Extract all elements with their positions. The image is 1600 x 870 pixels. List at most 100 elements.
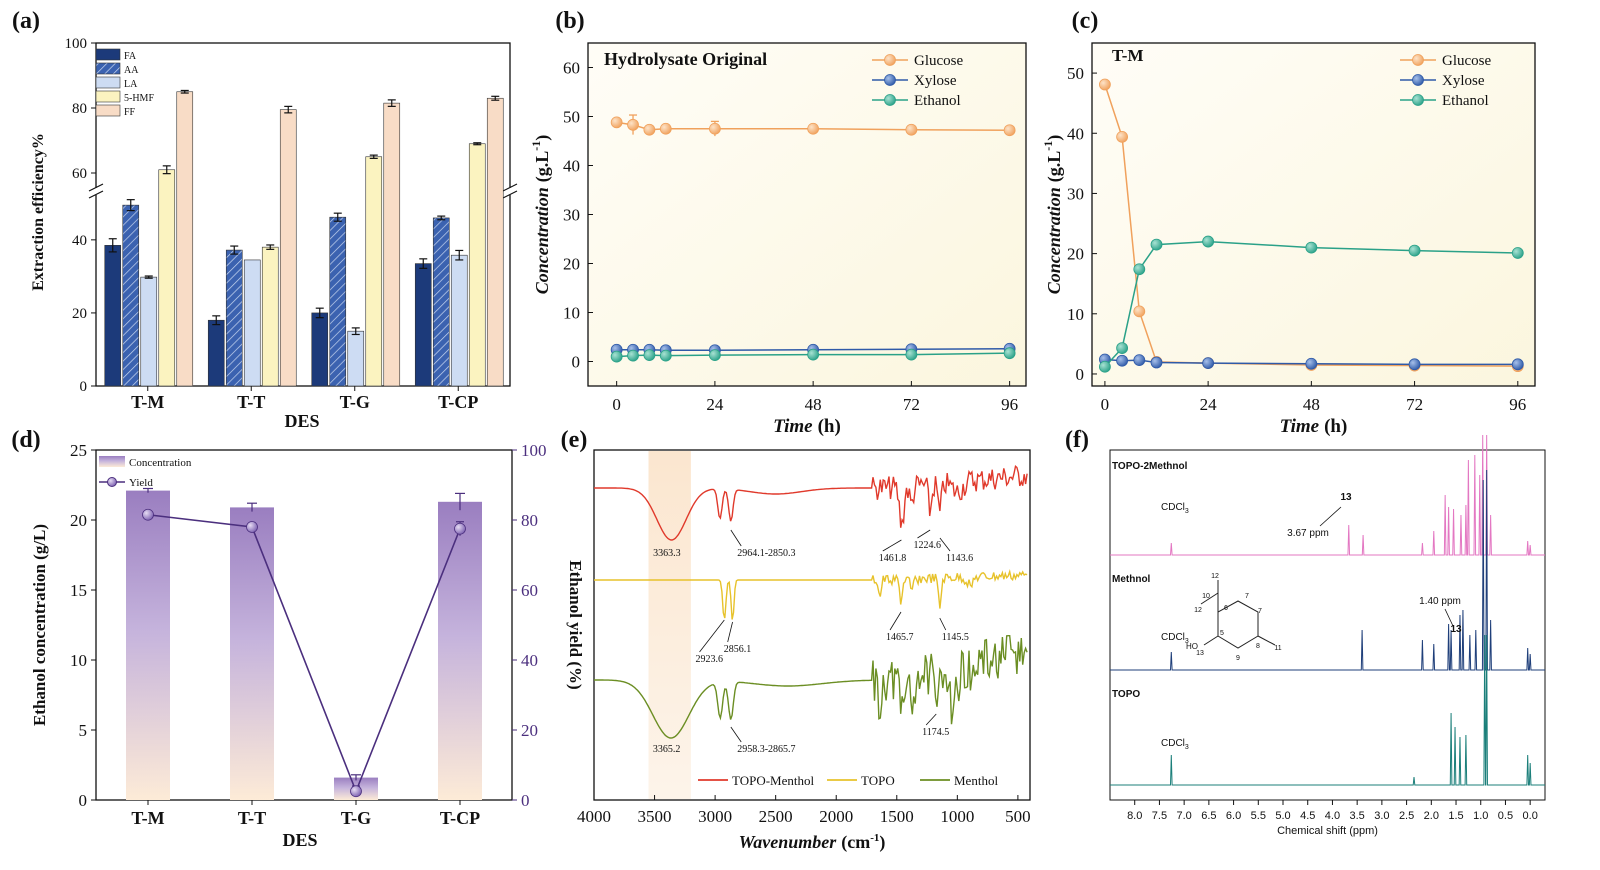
- structure-atom-number: 11: [1274, 645, 1281, 652]
- data-point-xylose: [1408, 358, 1421, 371]
- legend-label: TOPO: [861, 773, 895, 788]
- legend-marker: [1412, 94, 1424, 106]
- legend-swatch: [99, 456, 125, 467]
- peak-annotation: 2856.1: [724, 644, 752, 655]
- peak-annotation: 1145.5: [942, 632, 969, 643]
- panel-f: (f) 8.0 7.5 7.0 6.5 6.0 5.5 5.0 4.5 4.0 3.5 3.0 2.5 2…: [1065, 427, 1546, 837]
- structure-atom-number: 7: [1258, 608, 1262, 615]
- y2-tick-label: 20: [521, 721, 538, 740]
- x-tick-label: 96: [1001, 395, 1018, 414]
- y-tick-label: 40: [563, 157, 580, 176]
- plot-frame: [95, 449, 513, 801]
- legend-marker: [884, 74, 896, 86]
- legend-marker: [1412, 74, 1424, 86]
- legend-marker: [107, 477, 117, 487]
- x-tick-label: 7.0: [1176, 810, 1191, 822]
- bar-aa: [329, 216, 347, 387]
- solvent-subscript: 3: [1185, 508, 1189, 515]
- annotation-leader: [917, 529, 931, 539]
- legend-label: FA: [124, 51, 137, 62]
- legend-label: Glucose: [914, 53, 963, 69]
- bar-la: [243, 259, 261, 387]
- bar-aa: [432, 217, 450, 387]
- structure-hydroxyl: HO: [1186, 642, 1198, 651]
- legend-label: Glucose: [1442, 53, 1491, 69]
- y-tick-label: 20: [70, 511, 87, 530]
- legend-label: Menthol: [954, 773, 998, 788]
- x-axis-title-text: Time: [773, 416, 813, 437]
- bar-aa: [225, 249, 243, 387]
- y-tick-label: 10: [70, 651, 87, 670]
- panel-label: (d): [11, 427, 40, 453]
- plot-frame: [95, 42, 511, 387]
- y-tick-label: 5: [79, 721, 88, 740]
- x-tick-label: 7.5: [1152, 810, 1167, 822]
- x-axis-title: Time (h): [773, 416, 841, 437]
- data-point-xylose: [1305, 357, 1318, 370]
- spectrum-name: TOPO: [1112, 689, 1140, 700]
- panel-label: (c): [1072, 8, 1099, 34]
- plot-frame: [1091, 42, 1536, 387]
- y-axis-title: Concentration (g.L-1): [529, 135, 553, 295]
- legend-label: 5-HMF: [124, 93, 154, 104]
- peak-annotation: 3363.3: [653, 548, 681, 559]
- annotation-leader: [939, 617, 947, 631]
- data-point-yield: [142, 508, 154, 521]
- data-point-glucose: [627, 118, 639, 131]
- x-axis-title: DES: [282, 830, 317, 850]
- y-tick-label: 60: [563, 59, 580, 78]
- data-point-xylose: [1511, 358, 1524, 371]
- peak-annotation: 1465.7: [886, 632, 914, 643]
- peak-annotation: 2923.6: [696, 654, 724, 665]
- y-axis-unit-sup: -1: [1041, 141, 1055, 151]
- y2-tick-label: 100: [521, 441, 547, 460]
- axis-break-gap: [504, 188, 516, 195]
- annotation-leader: [925, 713, 937, 726]
- plot-frame: [593, 449, 1031, 801]
- ppm-annotation: 3.67 ppm: [1287, 528, 1329, 539]
- y2-axis-title: Ethanol yield (%): [566, 560, 585, 689]
- legend-label: Xylose: [914, 73, 957, 89]
- peak-annotation: 1143.6: [946, 553, 973, 564]
- y-tick-label: 40: [72, 233, 87, 249]
- x-tick-label: 2500: [759, 807, 793, 826]
- data-point-glucose: [708, 122, 721, 135]
- x-tick-label: 3500: [638, 807, 672, 826]
- legend-swatch: [95, 104, 121, 117]
- peak-annotation: 1224.6: [913, 540, 941, 551]
- y-tick-label: 0: [572, 353, 581, 372]
- data-point-xylose: [1202, 357, 1215, 370]
- structure-atom-number: 12: [1194, 607, 1202, 614]
- annotation-arrow: [1444, 608, 1454, 627]
- x-tick-label: 0.5: [1498, 810, 1513, 822]
- y-tick-label: 25: [70, 441, 87, 460]
- ppm-annotation: 1.40 ppm: [1419, 596, 1461, 607]
- x-tick-label: 48: [1303, 395, 1320, 414]
- structure-bond: [1203, 635, 1219, 646]
- data-point-ethanol: [1305, 241, 1318, 254]
- legend-label: TOPO-Menthol: [732, 773, 814, 788]
- y-tick-label: 0: [79, 791, 88, 810]
- nmr-spectrum-topo-2methnol: [1110, 434, 1545, 556]
- legend-marker: [884, 54, 896, 66]
- annotation-leader: [730, 529, 742, 547]
- y-axis-title: Concentration (g.L-1): [1041, 135, 1065, 295]
- data-point-ethanol: [1133, 263, 1146, 276]
- x-axis-unit: (h): [818, 416, 841, 437]
- data-point-xylose: [1133, 354, 1146, 367]
- x-axis-title: Chemical shift (ppm): [1277, 825, 1378, 837]
- bar-ff: [383, 102, 401, 387]
- axis-break-gap: [90, 188, 102, 195]
- x-axis-unit: (cm: [841, 832, 870, 853]
- annotation-leader: [882, 539, 902, 552]
- y2-tick-label: 40: [521, 651, 538, 670]
- x-tick-label: 0: [612, 395, 621, 414]
- x-tick-label: 8.0: [1127, 810, 1142, 822]
- structure-atom-number: 10: [1202, 593, 1210, 600]
- data-point-ethanol: [708, 349, 721, 362]
- bar-concentration: [438, 501, 482, 800]
- x-tick-label: T-CP: [440, 808, 480, 828]
- legend-label: FF: [124, 107, 136, 118]
- x-axis-unit-close: ): [879, 832, 885, 853]
